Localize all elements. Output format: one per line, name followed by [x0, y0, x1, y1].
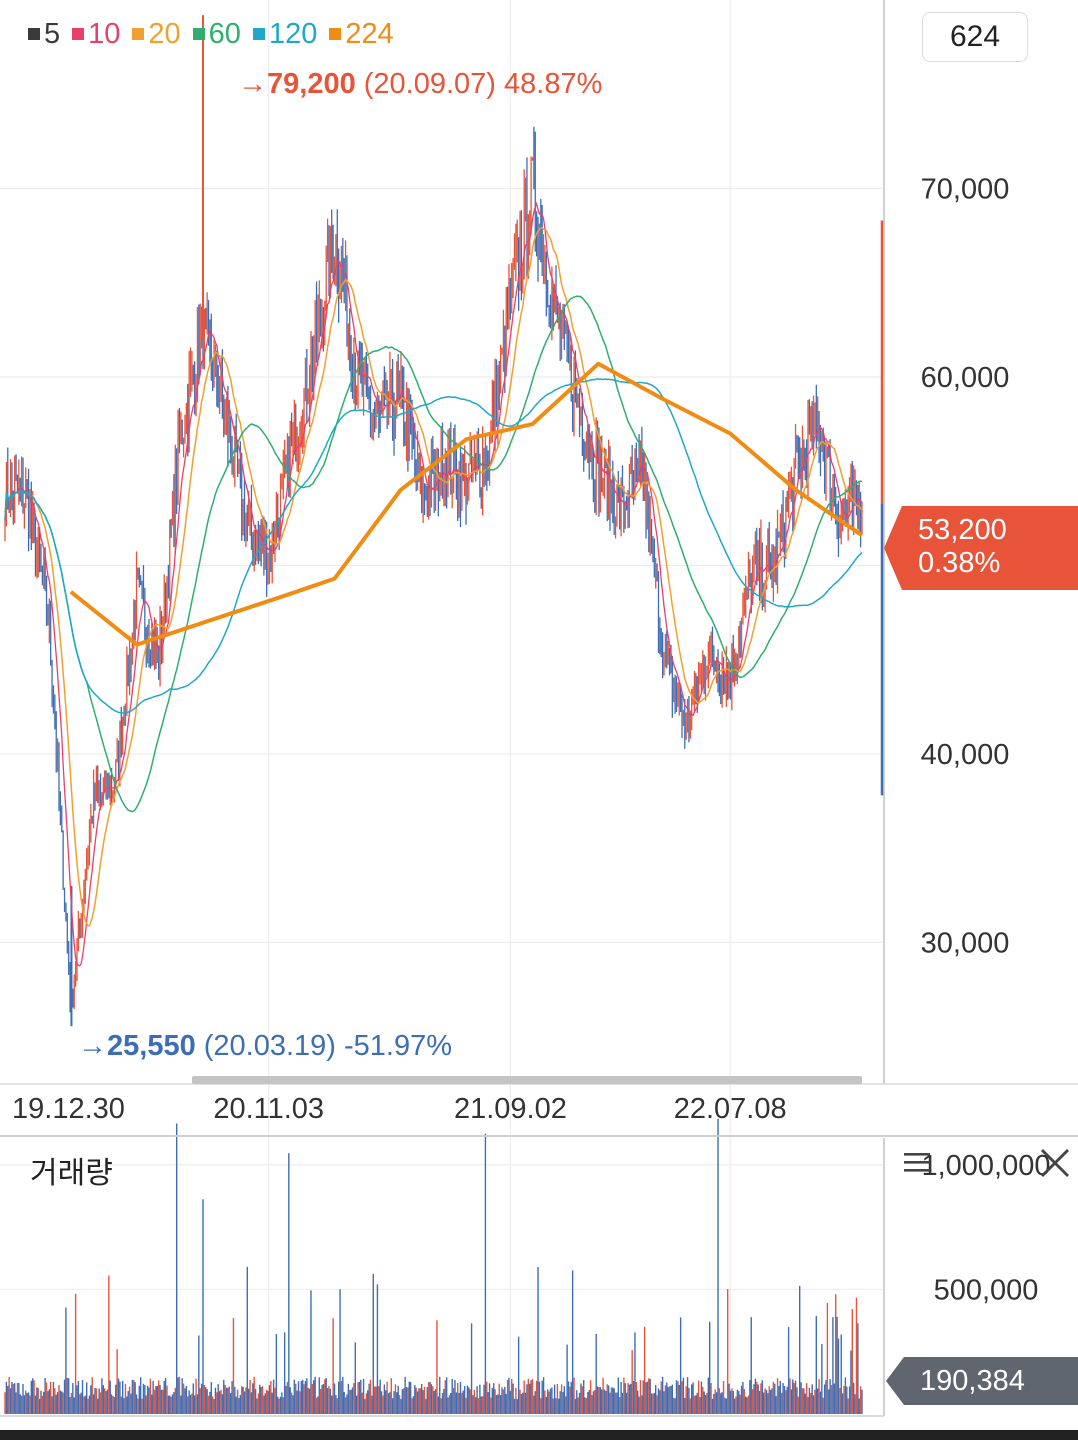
legend-swatch: [252, 28, 265, 40]
x-tick-label: 20.11.03: [213, 1093, 324, 1125]
legend-swatch: [329, 28, 342, 40]
volume-title: 거래량: [30, 1157, 113, 1190]
current-change: 0.38%: [918, 547, 1001, 579]
x-tick-label: 19.12.30: [12, 1093, 125, 1125]
close-icon-glyph: [1041, 1149, 1069, 1177]
current-price-tag: 53,200 0.38%: [884, 506, 1078, 590]
close-icon[interactable]: [1034, 1142, 1078, 1186]
low-price: 25,550: [107, 1030, 196, 1062]
current-price: 53,200: [918, 514, 1007, 546]
legend: 5 10 20 60 120 224: [28, 14, 394, 54]
volume-tick-label: 500,000: [934, 1274, 1039, 1306]
candles: [4, 15, 863, 1027]
moving-average-lines: [4, 201, 864, 967]
legend-label: 120: [268, 18, 318, 50]
bottom-bar: [0, 1430, 1078, 1440]
x-tick-label: 22.07.08: [674, 1093, 787, 1125]
legend-item-20[interactable]: 20: [132, 14, 181, 54]
menu-icon[interactable]: [896, 1142, 940, 1186]
low-detail: (20.03.19) -51.97%: [203, 1030, 453, 1062]
ma-224-line: [69, 361, 864, 647]
grid-lines: [0, 0, 882, 1414]
scrollbar: [192, 1076, 862, 1084]
legend-item-120[interactable]: 120: [252, 14, 318, 54]
legend-swatch: [192, 28, 205, 40]
legend-swatch: [28, 28, 40, 40]
high-annotation: →79,200 (20.09.07) 48.87%: [238, 68, 602, 101]
legend-label: 10: [88, 18, 121, 50]
legend-item-10[interactable]: 10: [72, 14, 120, 54]
period-selector[interactable]: 624: [922, 12, 1028, 62]
current-volume-tag: 190,384: [886, 1357, 1078, 1405]
high-price: 79,200: [267, 68, 356, 100]
legend-label: 224: [345, 18, 394, 50]
legend-swatch: [132, 28, 145, 40]
y-tick-label: 70,000: [921, 173, 1010, 205]
arrow-right-icon: →: [238, 68, 267, 100]
legend-item-5[interactable]: 5: [28, 14, 60, 54]
legend-label: 60: [208, 18, 241, 50]
volume-tick-label: 1,000,000: [921, 1150, 1050, 1182]
menu-icon-glyph: [904, 1153, 930, 1172]
y-tick-label: 60,000: [921, 362, 1010, 394]
legend-label: 20: [148, 18, 181, 50]
ma-60-line: [4, 295, 863, 813]
low-annotation: →25,550 (20.03.19) -51.97%: [78, 1030, 452, 1063]
y-tick-label: 40,000: [921, 739, 1010, 771]
legend-item-60[interactable]: 60: [192, 14, 241, 54]
volume-bars: [4, 1118, 863, 1414]
arrow-right-icon: →: [78, 1030, 107, 1062]
legend-swatch: [72, 28, 85, 40]
y-tick-label: 30,000: [921, 927, 1010, 959]
legend-item-224[interactable]: 224: [329, 14, 394, 54]
legend-label: 5: [44, 18, 61, 50]
ma-120-line: [4, 378, 863, 714]
ma-10-line: [4, 201, 863, 967]
high-detail: (20.09.07) 48.87%: [363, 68, 603, 100]
x-tick-label: 21.09.02: [454, 1093, 567, 1125]
